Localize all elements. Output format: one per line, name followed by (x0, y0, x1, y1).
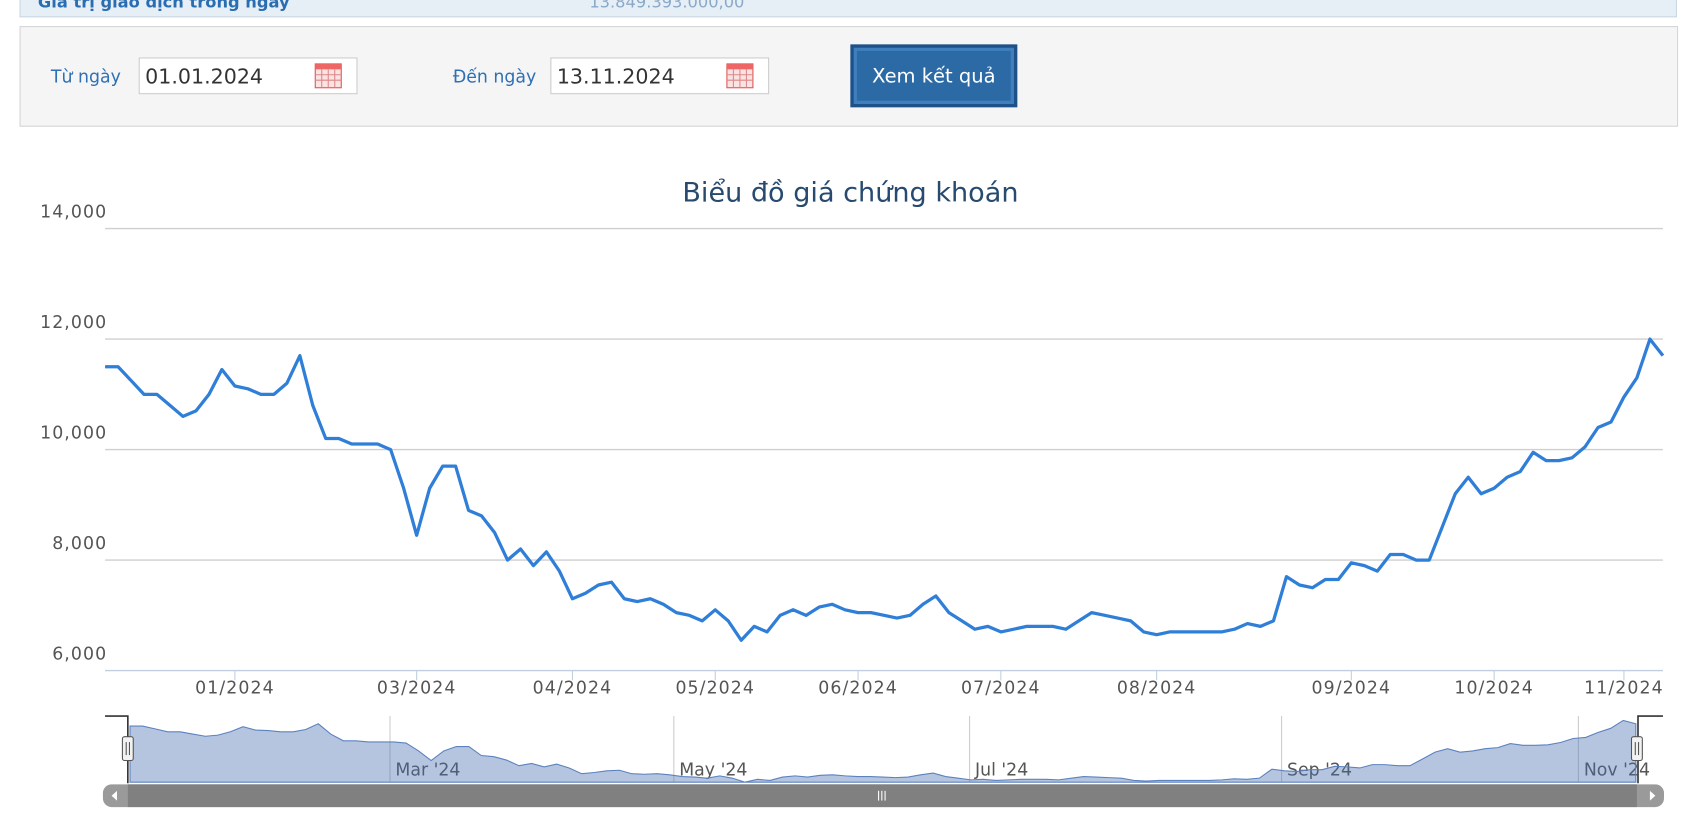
scroll-left-arrow (111, 790, 117, 801)
x-tick-label: 07/2024 (961, 678, 1041, 698)
y-tick-label: 8,000 (52, 534, 107, 554)
filter-form: Từ ngày 01.01.2024 Đến ngày 13.11.2024 X… (19, 25, 1679, 127)
info-value: 13.849.393.000,00 (589, 0, 745, 12)
y-tick-label: 12,000 (40, 313, 107, 333)
chart-title: Biểu đồ giá chứng khoán (682, 177, 1018, 208)
x-tick-label: 01/2024 (195, 678, 275, 698)
to-value: 13.11.2024 (556, 64, 675, 89)
handle-box (121, 736, 134, 762)
submit-button[interactable]: Xem kết quả (850, 44, 1018, 108)
info-label: Giá trị giao dịch trong ngày (37, 0, 290, 12)
x-tick-label: 10/2024 (1454, 678, 1534, 698)
navigator-label: May '24 (679, 761, 747, 781)
navigator-label: Nov '24 (1584, 761, 1650, 781)
x-tick-label: 03/2024 (377, 678, 457, 698)
calendar-icon[interactable] (314, 63, 342, 89)
to-label: Đến ngày (452, 66, 537, 87)
navigator-label: Mar '24 (395, 761, 460, 781)
button-label: Xem kết quả (872, 64, 996, 88)
x-tick-label: 11/2024 (1584, 678, 1664, 698)
scrollbar[interactable] (102, 784, 1664, 808)
navigator-handle[interactable] (1630, 736, 1643, 762)
y-tick-label: 6,000 (52, 645, 107, 665)
x-tick-label: 09/2024 (1312, 678, 1392, 698)
navigator-label: Jul '24 (974, 761, 1028, 781)
scrollbar-thumb (127, 784, 1637, 808)
y-tick-label: 10,000 (40, 424, 107, 444)
handle-box (1630, 736, 1643, 762)
from-value: 01.01.2024 (145, 64, 264, 89)
scroll-right-arrow (1649, 790, 1656, 801)
to-input[interactable]: 13.11.2024 (550, 57, 770, 95)
navigator-area (129, 719, 1637, 783)
price-line (105, 337, 1665, 642)
info-row: Giá trị giao dịch trong ngày 13.849.393.… (19, 0, 1677, 18)
calendar-icon[interactable] (726, 63, 754, 89)
y-tick-label: 14,000 (40, 203, 107, 223)
x-tick-label: 04/2024 (533, 678, 613, 698)
navigator-label: Sep '24 (1287, 761, 1352, 781)
x-tick-label: 08/2024 (1117, 678, 1197, 698)
x-tick-label: 06/2024 (818, 678, 898, 698)
from-label: Từ ngày (50, 66, 121, 87)
navigator-handle[interactable] (121, 736, 134, 762)
x-tick-label: 05/2024 (675, 678, 755, 698)
from-input[interactable]: 01.01.2024 (138, 57, 358, 95)
